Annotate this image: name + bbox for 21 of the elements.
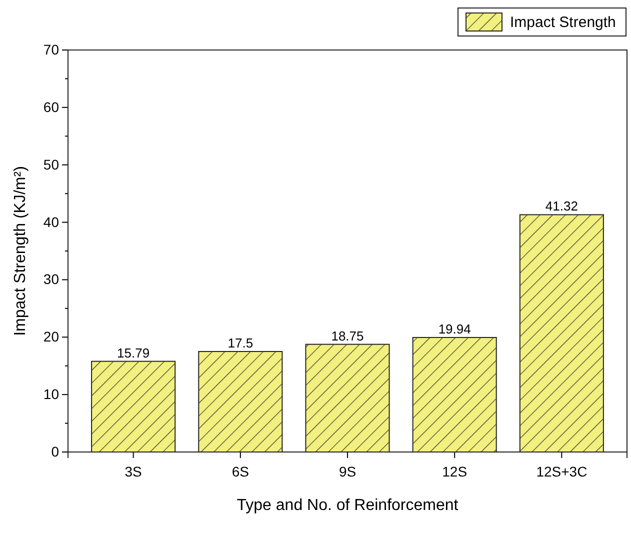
y-tick-label: 50	[43, 156, 60, 172]
x-tick-label: 3S	[124, 463, 142, 480]
data-label: 15.79	[117, 345, 150, 360]
y-axis-title: Impact Strength (KJ/m²)	[12, 166, 29, 336]
x-tick-label: 6S	[232, 463, 249, 480]
x-tick-label: 12S+3C	[536, 463, 588, 480]
y-tick-label: 0	[51, 443, 60, 460]
legend-label: Impact Strength	[510, 14, 616, 31]
data-label: 41.32	[545, 198, 578, 214]
x-tick-label: 9S	[338, 463, 356, 480]
x-tick-label: 12S	[442, 463, 468, 480]
x-axis-title: Type and No. of Reinforcement	[236, 497, 459, 514]
y-tick-label: 30	[43, 271, 60, 288]
y-tick-label: 10	[43, 386, 60, 402]
y-tick-label: 60	[43, 98, 60, 115]
data-label: 17.5	[228, 336, 254, 350]
y-tick-label: 70	[43, 41, 60, 58]
data-label: 19.94	[438, 321, 471, 336]
y-tick-label: 40	[43, 214, 60, 230]
y-tick-label: 20	[43, 328, 60, 345]
data-label: 18.75	[331, 328, 364, 344]
